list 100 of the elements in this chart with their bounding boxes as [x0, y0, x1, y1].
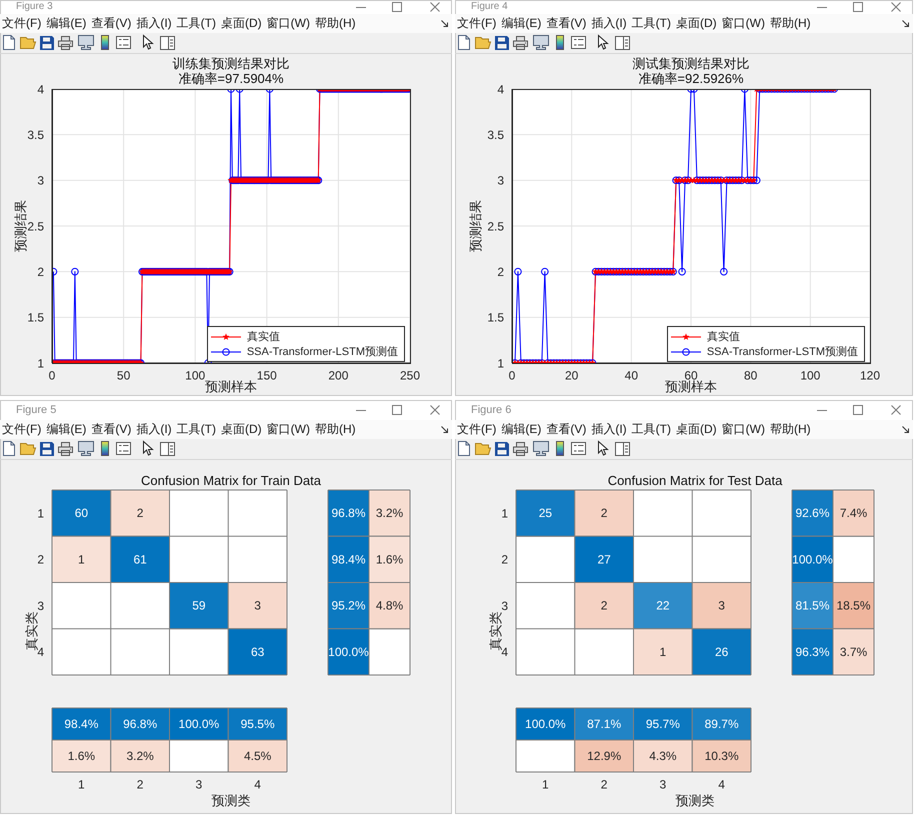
text: 查看(V): [546, 15, 586, 32]
y-tick-label: 4: [37, 82, 44, 96]
x-axis-title: 预测样本: [665, 379, 717, 394]
text: 工具(T): [176, 15, 216, 32]
text: 帮助(H): [770, 421, 811, 438]
text: 文件(F): [457, 15, 496, 32]
x-tick-label: 100: [800, 368, 821, 383]
data-label: 81.5%: [795, 598, 830, 613]
text: 桌面(D): [676, 15, 717, 32]
text: 帮助(H): [770, 15, 811, 32]
text: Figure 4: [471, 0, 508, 14]
x-axis-title: 预测类: [210, 793, 252, 809]
data-label: 2: [600, 598, 608, 613]
legend-label: SSA-Transformer-LSTM预测值: [706, 345, 858, 359]
x-tick-label: 80: [744, 368, 758, 383]
data-label: 100.0%: [178, 717, 220, 731]
y-tick-label: 3.5: [27, 128, 44, 142]
y-axis-title: 真实类: [24, 612, 39, 650]
text: 窗口(W): [266, 421, 310, 438]
text: 文件(F): [457, 421, 496, 438]
data-label: 12.9%: [587, 749, 622, 763]
y-tick-label: 1.5: [27, 310, 44, 325]
data-label: 3: [254, 598, 262, 613]
data-label: 96.8%: [331, 506, 366, 520]
y-tick-label: 2: [37, 552, 44, 567]
y-tick-label: 2: [37, 264, 44, 279]
data-label: 100.0%: [328, 644, 370, 659]
legend-label: SSA-Transformer-LSTM预测值: [246, 345, 398, 359]
data-label: 18.5%: [836, 598, 871, 613]
text: 工具(T): [632, 15, 671, 32]
data-label: 98.4%: [331, 552, 366, 566]
text: 编辑(E): [46, 15, 86, 32]
data-label: 1.6%: [68, 749, 96, 763]
data-label: 1.6%: [376, 552, 404, 566]
data-label: 100.0%: [792, 552, 834, 566]
text: 窗口(W): [722, 15, 765, 32]
x-tick-label: 2: [600, 778, 608, 792]
data-label: 96.3%: [795, 644, 830, 659]
y-tick-label: 1: [37, 506, 44, 520]
text: Figure 5: [16, 403, 56, 418]
legend-label: 真实值: [246, 330, 280, 344]
chart-title: Confusion Matrix for Train Data: [140, 473, 322, 488]
data-label: 3.2%: [376, 506, 404, 520]
y-tick-label: 2.5: [487, 219, 504, 234]
x-tick-label: 150: [256, 368, 278, 383]
data-label: 2: [136, 506, 144, 520]
data-label: 22: [656, 598, 670, 613]
data-label: 1: [78, 552, 86, 566]
data-label: 4.5%: [244, 749, 272, 763]
data-label: 59: [192, 598, 206, 613]
text: 查看(V): [91, 421, 132, 438]
text: 编辑(E): [501, 421, 542, 438]
data-label: 2: [600, 506, 608, 520]
data-label: 25: [538, 506, 552, 520]
text: 桌面(D): [676, 421, 717, 438]
x-tick-label: 100: [185, 368, 206, 383]
data-label: 95.2%: [331, 598, 366, 613]
chart-subtitle: 准确率=92.5926%: [637, 71, 745, 86]
y-tick-label: 2: [501, 552, 508, 567]
text: 插入(I): [136, 15, 172, 32]
text: Figure 3: [16, 0, 53, 14]
text: 插入(I): [591, 421, 627, 438]
text: 帮助(H): [314, 421, 356, 438]
data-label: 63: [250, 644, 265, 659]
data-label: 61: [133, 552, 148, 566]
y-tick-label: 2: [497, 264, 504, 279]
data-label: 27: [597, 552, 612, 566]
text: 窗口(W): [266, 15, 310, 32]
x-tick-label: 4: [718, 778, 726, 792]
text: 桌面(D): [220, 421, 262, 438]
y-tick-label: 1: [501, 506, 508, 520]
y-tick-label: 1: [497, 356, 504, 370]
data-label: 4.8%: [376, 598, 404, 613]
text: 查看(V): [91, 15, 132, 32]
y-tick-label: 1.5: [487, 310, 504, 325]
y-tick-label: 2.5: [27, 219, 44, 234]
text: 帮助(H): [314, 15, 356, 32]
data-label: 92.6%: [795, 506, 830, 520]
text: 编辑(E): [46, 421, 86, 438]
y-axis-title: 预测结果: [13, 200, 28, 252]
legend-label: 真实值: [706, 330, 740, 344]
chart-title: 训练集预测结果对比: [172, 56, 290, 71]
x-tick-label: 20: [564, 368, 579, 383]
x-tick-label: 2: [136, 778, 144, 792]
y-tick-label: 3: [37, 598, 44, 613]
data-label: 96.8%: [123, 717, 158, 731]
y-tick-label: 1: [37, 356, 44, 370]
x-tick-label: 200: [328, 368, 349, 383]
y-tick-label: 3: [37, 174, 44, 188]
chart-title: Confusion Matrix for Test Data: [606, 473, 784, 488]
x-tick-label: 120: [860, 368, 880, 383]
data-label: 95.5%: [240, 717, 275, 731]
x-tick-label: 3: [196, 778, 203, 792]
data-label: 3.7%: [840, 644, 868, 659]
text: 文件(F): [2, 421, 42, 438]
data-label: 89.7%: [704, 717, 739, 731]
x-tick-label: 0: [508, 368, 516, 383]
data-label: 26: [714, 644, 729, 659]
text: 文件(F): [2, 15, 42, 32]
data-label: 7.4%: [840, 506, 868, 520]
